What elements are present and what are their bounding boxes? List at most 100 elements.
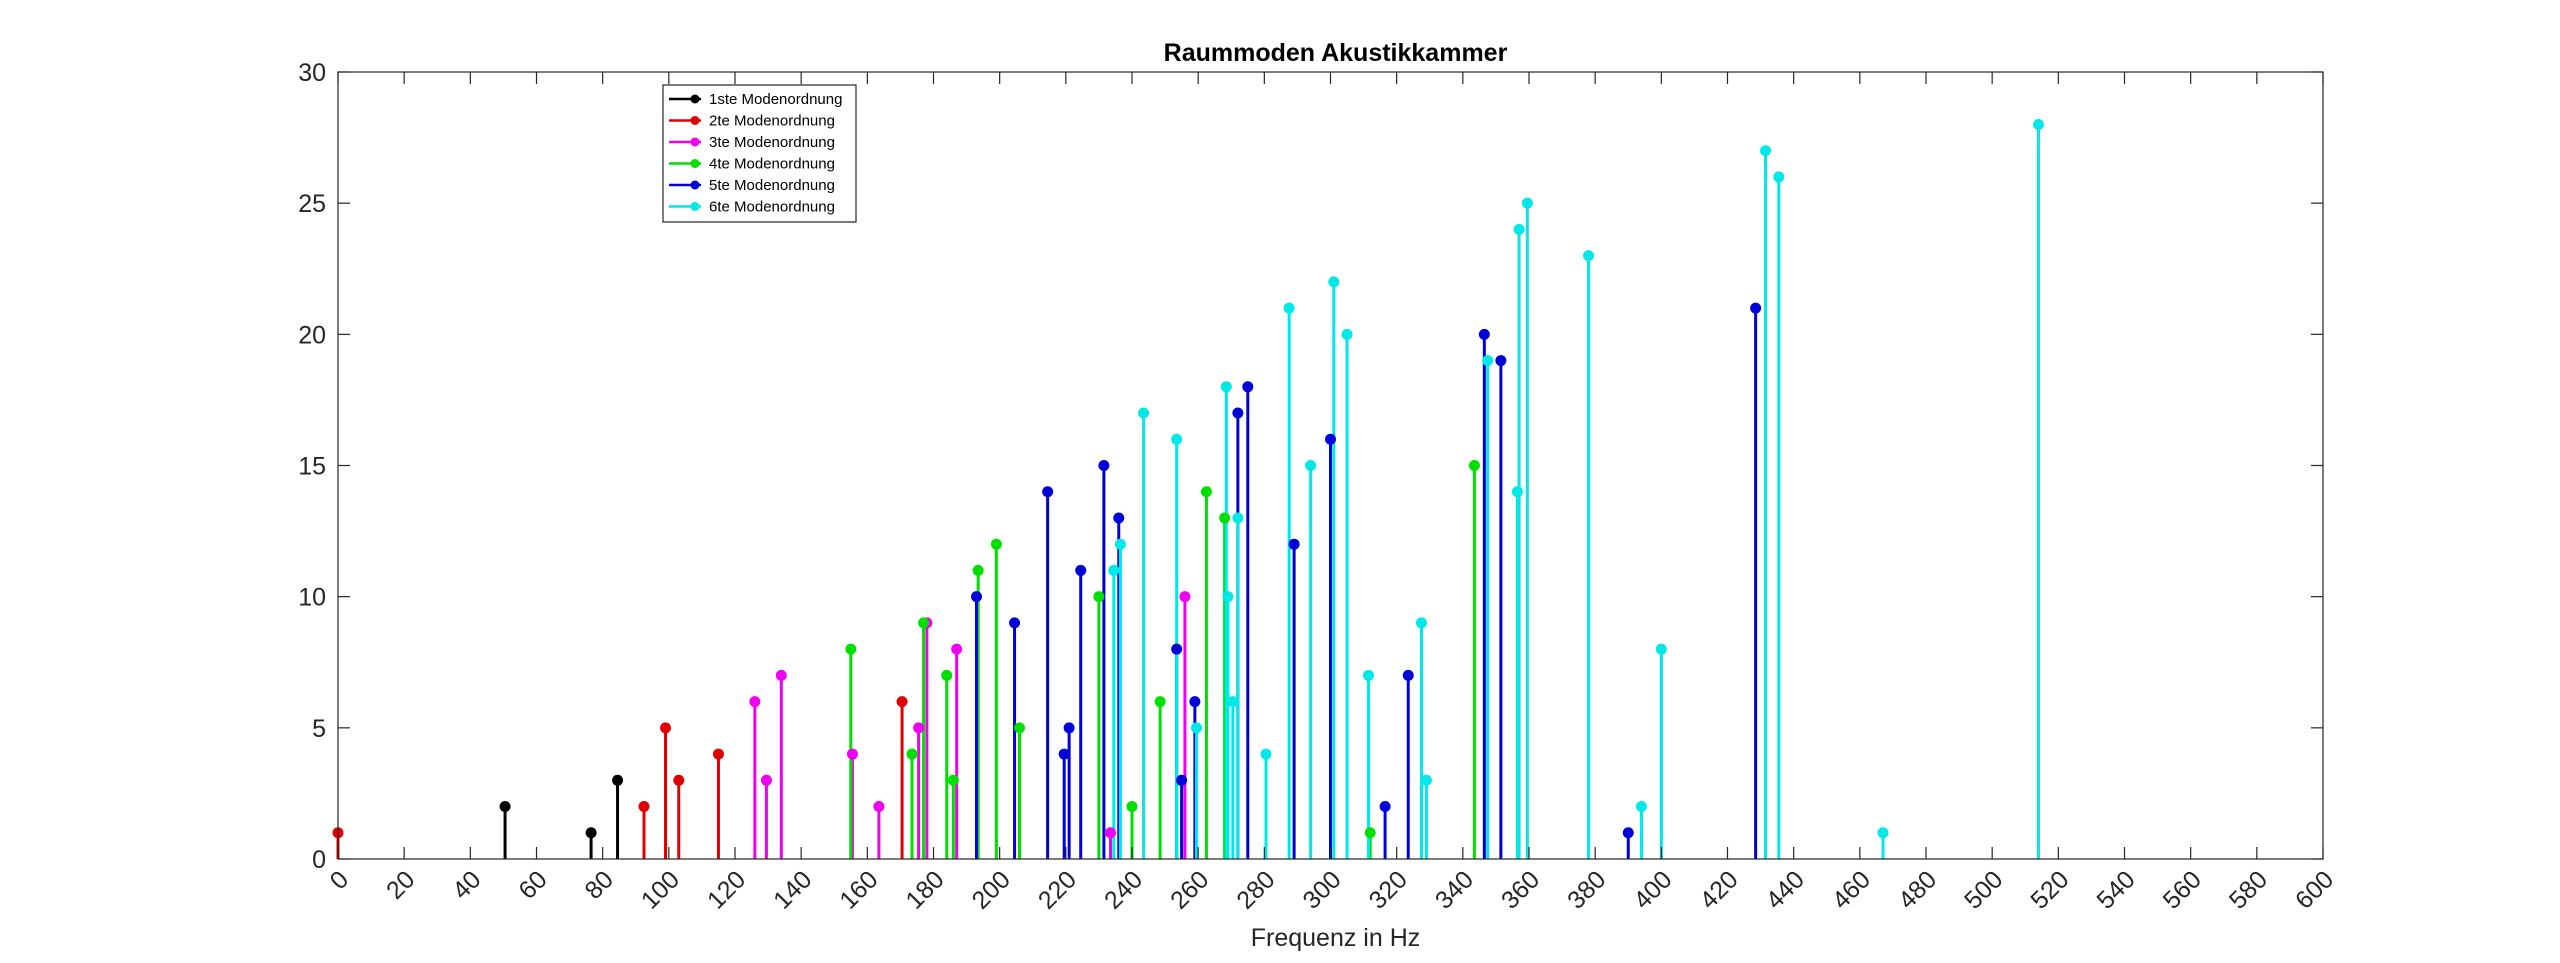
stem-marker: [2032, 118, 2044, 130]
stem-marker: [1171, 433, 1183, 445]
stem-marker: [1420, 774, 1432, 786]
legend-box: [662, 84, 857, 223]
stem-marker: [1288, 538, 1300, 550]
legend-marker: [690, 159, 700, 168]
stem-marker: [1363, 669, 1375, 681]
legend-marker: [690, 137, 700, 147]
stem-marker: [1305, 460, 1317, 471]
stem-marker: [896, 696, 908, 708]
stem-marker: [638, 801, 650, 813]
stem-marker: [775, 669, 787, 681]
stem-marker: [1521, 197, 1533, 209]
stem-marker: [1325, 433, 1336, 445]
stem-marker: [1009, 617, 1021, 629]
stem-marker: [873, 801, 885, 813]
legend-marker: [690, 116, 700, 125]
y-tick-label: 10: [298, 584, 326, 612]
stem-marker: [972, 564, 984, 576]
stem-marker: [941, 669, 953, 681]
stem-marker: [1495, 355, 1507, 367]
stem-marker: [612, 774, 624, 786]
stem-marker: [1468, 460, 1480, 471]
stem-marker: [845, 643, 857, 655]
stem-marker: [1014, 722, 1026, 734]
legend-entry: 5te Modenordnung: [709, 177, 835, 194]
stem-marker: [1154, 696, 1166, 708]
stem-marker: [499, 801, 511, 813]
stem-marker: [1232, 512, 1244, 524]
legend-entry: 6te Modenordnung: [709, 199, 835, 216]
stem-marker: [1260, 748, 1272, 760]
stem-marker: [585, 827, 597, 839]
stem-marker: [760, 774, 772, 786]
stem-marker: [1063, 722, 1075, 734]
stem-marker: [1138, 407, 1150, 419]
stem-marker: [1219, 512, 1231, 524]
stem-marker: [1283, 302, 1295, 314]
marker-layer: [332, 118, 2044, 839]
stem-marker: [951, 643, 963, 655]
legend-marker: [690, 94, 700, 104]
stem-marker: [913, 722, 925, 734]
stem-marker: [1402, 669, 1414, 681]
stem-marker: [1750, 302, 1762, 314]
stem-layer: [336, 124, 2040, 859]
stem-marker: [1176, 774, 1188, 786]
y-tick-label: 0: [312, 846, 326, 874]
stem-marker: [1075, 564, 1087, 576]
stem-marker: [1108, 564, 1120, 576]
stem-marker: [846, 748, 858, 760]
stem-marker: [1478, 328, 1490, 340]
legend: 1ste Modenordnung 2te Modenordnung 3te Mod…: [662, 84, 857, 223]
stem-marker: [1222, 591, 1234, 603]
stem-marker: [660, 722, 672, 734]
stem-marker: [1511, 486, 1523, 498]
stem-marker: [1513, 223, 1525, 235]
y-tick-label: 25: [298, 190, 326, 218]
stem-marker: [1114, 538, 1126, 550]
y-tick-label: 5: [312, 715, 326, 743]
stem-marker: [1058, 748, 1070, 760]
stem-marker: [990, 538, 1002, 550]
stem-marker: [1098, 460, 1110, 471]
stem-marker: [1227, 696, 1239, 708]
stem-marker: [1773, 171, 1785, 183]
stem-marker: [1622, 827, 1634, 839]
stem-marker: [947, 774, 959, 786]
stem-marker: [1232, 407, 1244, 419]
stem-marker: [1104, 827, 1116, 839]
y-tick-label: 15: [298, 453, 326, 481]
stem-marker: [1093, 591, 1105, 603]
stem-marker: [1482, 355, 1494, 367]
stem-marker: [1760, 145, 1772, 157]
legend-entry: 4te Modenordnung: [709, 156, 835, 173]
stem-marker: [1179, 591, 1191, 603]
y-tick-label: 30: [298, 59, 326, 87]
legend-entry: 1ste Modenordnung: [709, 91, 842, 108]
stem-marker: [971, 591, 983, 603]
y-tick-label: 20: [298, 321, 326, 349]
stem-marker: [1200, 486, 1212, 498]
stem-marker: [1341, 328, 1353, 340]
stem-marker: [918, 617, 930, 629]
stem-marker: [1191, 722, 1203, 734]
stem-marker: [1635, 801, 1647, 813]
stem-marker: [1379, 801, 1391, 813]
stem-marker: [1042, 486, 1054, 498]
stem-marker: [1126, 801, 1138, 813]
stem-marker: [1189, 696, 1201, 708]
stem-marker: [1171, 643, 1183, 655]
legend-marker: [690, 202, 700, 211]
stem-marker: [1328, 276, 1340, 288]
stem-marker: [1220, 381, 1232, 393]
stem-marker: [1364, 827, 1376, 839]
stem-marker: [749, 696, 761, 708]
stem-marker: [673, 774, 685, 786]
legend-entry: 3te Modenordnung: [709, 134, 835, 151]
legend-marker: [690, 180, 700, 190]
stem-marker: [1655, 643, 1667, 655]
stem-marker: [1113, 512, 1125, 524]
stem-marker: [1415, 617, 1427, 629]
x-axis-label: Frequenz in Hz: [1251, 924, 1421, 952]
